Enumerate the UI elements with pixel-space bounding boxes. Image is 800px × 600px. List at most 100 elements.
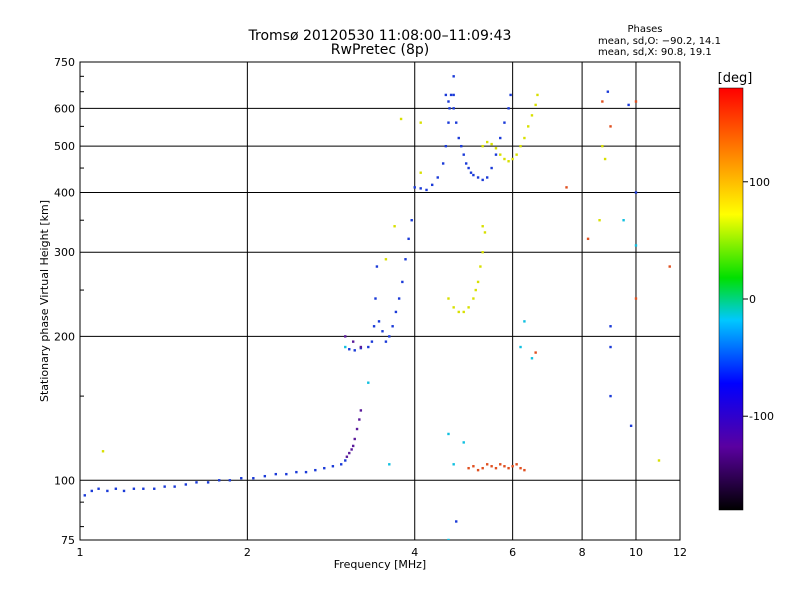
data-points — [83, 75, 671, 540]
x-tick-label: 12 — [673, 546, 687, 559]
data-point — [344, 345, 347, 349]
data-point — [479, 265, 482, 268]
data-point — [358, 418, 361, 421]
data-point — [527, 125, 530, 128]
data-point — [476, 280, 480, 284]
data-point — [391, 325, 394, 328]
data-point — [464, 162, 468, 165]
data-point — [393, 225, 396, 228]
data-point — [195, 481, 198, 484]
data-point — [252, 477, 255, 480]
data-point — [603, 157, 607, 161]
plot-area — [79, 61, 681, 541]
data-point — [359, 409, 363, 412]
data-point — [153, 487, 156, 490]
data-point — [627, 103, 630, 107]
data-point — [448, 107, 451, 110]
data-point — [668, 265, 671, 268]
x-tick-label: 6 — [509, 546, 516, 559]
colorbar-label: [deg] — [718, 71, 753, 86]
data-point — [452, 93, 455, 97]
data-point — [507, 160, 510, 163]
data-point — [353, 437, 356, 441]
data-point — [519, 466, 522, 470]
data-point — [499, 136, 502, 140]
data-point — [447, 297, 450, 300]
data-point — [515, 463, 518, 466]
colorbar-tick-label: -100 — [749, 410, 774, 423]
y-axis-label: Stationary phase Virtual Height [km] — [38, 200, 51, 402]
data-point — [507, 466, 510, 470]
data-point — [295, 470, 298, 474]
data-point — [304, 470, 308, 474]
x-tick-label: 1 — [77, 546, 84, 559]
data-point — [452, 463, 455, 466]
data-point — [388, 463, 391, 466]
data-point — [83, 494, 86, 497]
data-point — [634, 297, 638, 300]
data-point — [132, 487, 136, 490]
data-point — [370, 340, 374, 343]
data-point — [419, 171, 422, 174]
phase-info-x: mean, sd,X: 90.8, 19.1 — [598, 47, 712, 58]
data-point — [476, 176, 480, 179]
data-point — [467, 466, 470, 470]
data-point — [586, 237, 590, 241]
data-point — [106, 489, 109, 493]
colorbar-tick-label: 100 — [749, 176, 770, 189]
data-point — [462, 153, 465, 156]
data-point — [401, 280, 404, 284]
data-point — [481, 178, 484, 182]
data-point — [460, 144, 463, 148]
data-point — [375, 265, 379, 268]
data-point — [472, 465, 475, 468]
data-point — [430, 183, 434, 187]
data-point — [355, 427, 359, 431]
data-point — [534, 351, 537, 354]
data-point — [285, 472, 288, 476]
data-point — [323, 466, 326, 470]
data-point — [472, 297, 475, 300]
chart-subtitle: RwPretec (8p) — [331, 42, 429, 58]
data-point — [634, 191, 638, 194]
data-point — [457, 310, 460, 314]
data-point — [206, 481, 210, 484]
data-point — [657, 459, 661, 462]
data-point — [425, 188, 428, 192]
data-point — [472, 173, 475, 177]
data-point — [609, 125, 612, 128]
data-point — [455, 520, 458, 523]
data-point — [490, 465, 493, 468]
data-point — [314, 468, 317, 472]
data-point — [240, 477, 243, 480]
data-point — [351, 340, 355, 343]
data-point — [523, 320, 526, 323]
data-point — [490, 166, 493, 170]
data-point — [634, 244, 638, 247]
data-point — [449, 93, 453, 97]
y-tick-label: 300 — [54, 246, 75, 259]
data-point — [407, 237, 410, 241]
data-point — [481, 225, 484, 228]
data-point — [534, 103, 537, 107]
phase-info-o: mean, sd,O: −90.2, 14.1 — [598, 36, 721, 47]
data-point — [469, 171, 473, 174]
data-point — [344, 459, 347, 462]
data-point — [97, 487, 100, 490]
data-point — [142, 487, 145, 490]
data-point — [452, 306, 455, 309]
data-point — [455, 121, 458, 124]
data-point — [359, 345, 363, 349]
data-point — [394, 310, 398, 314]
y-tick-label: 500 — [54, 140, 75, 153]
data-point — [481, 144, 484, 148]
data-point — [462, 441, 465, 444]
data-point — [634, 100, 638, 103]
chart-title: Tromsø 20120530 11:08:00–11:09:43 — [248, 28, 512, 44]
y-tick-label: 200 — [54, 330, 75, 343]
data-point — [444, 93, 448, 97]
data-point — [413, 186, 416, 189]
data-point — [530, 114, 534, 117]
data-point — [462, 310, 465, 314]
